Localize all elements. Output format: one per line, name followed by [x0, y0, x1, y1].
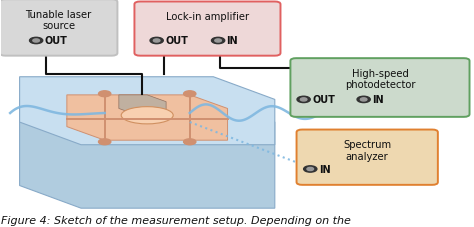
- Circle shape: [297, 97, 310, 103]
- Text: IN: IN: [319, 164, 330, 174]
- Circle shape: [154, 40, 160, 43]
- Circle shape: [360, 98, 367, 101]
- Text: OUT: OUT: [45, 36, 67, 46]
- Circle shape: [183, 91, 196, 97]
- Circle shape: [211, 38, 225, 44]
- FancyBboxPatch shape: [291, 59, 470, 117]
- Circle shape: [99, 139, 111, 145]
- Text: Tunable laser
source: Tunable laser source: [26, 10, 91, 31]
- Circle shape: [29, 38, 43, 44]
- FancyBboxPatch shape: [135, 2, 281, 57]
- Circle shape: [357, 97, 370, 103]
- Text: IN: IN: [227, 36, 238, 46]
- Text: Figure 4: Sketch of the measurement setup. Depending on the: Figure 4: Sketch of the measurement setu…: [0, 215, 351, 225]
- Circle shape: [99, 91, 111, 97]
- Text: IN: IN: [372, 95, 384, 105]
- FancyBboxPatch shape: [297, 130, 438, 185]
- Circle shape: [33, 40, 39, 43]
- Circle shape: [301, 98, 307, 101]
- Text: OUT: OUT: [312, 95, 335, 105]
- Circle shape: [307, 168, 314, 171]
- Text: Spectrum
analyzer: Spectrum analyzer: [343, 139, 391, 161]
- Text: Lock-in amplifier: Lock-in amplifier: [166, 12, 249, 22]
- Circle shape: [304, 166, 317, 172]
- Text: High-speed
photodetector: High-speed photodetector: [345, 68, 415, 90]
- Circle shape: [215, 40, 221, 43]
- Circle shape: [150, 38, 163, 44]
- Polygon shape: [19, 77, 275, 145]
- Polygon shape: [119, 95, 166, 116]
- Polygon shape: [67, 95, 228, 141]
- FancyBboxPatch shape: [0, 0, 118, 57]
- Ellipse shape: [121, 107, 173, 124]
- Polygon shape: [19, 100, 275, 208]
- Circle shape: [183, 139, 196, 145]
- Text: OUT: OUT: [165, 36, 188, 46]
